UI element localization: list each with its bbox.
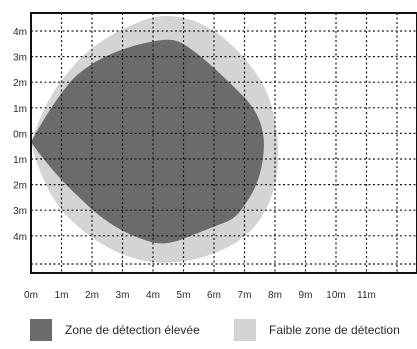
y-axis-label: 3m bbox=[13, 206, 27, 217]
y-axis-label: 2m bbox=[13, 181, 27, 192]
plot-frame bbox=[30, 12, 417, 274]
y-axis-label: 0m bbox=[13, 129, 27, 140]
x-axis-label: 5m bbox=[177, 290, 191, 301]
x-axis-label: 6m bbox=[207, 290, 221, 301]
x-axis-label: 11m bbox=[357, 290, 376, 301]
x-axis-label: 2m bbox=[85, 290, 99, 301]
x-axis-label: 7m bbox=[238, 290, 252, 301]
y-axis-label: 2m bbox=[13, 78, 27, 89]
y-axis-labels: 4m 3m 2m 1m 0m 1m 2m 3m 4m bbox=[13, 27, 27, 243]
x-axis-label: 8m bbox=[268, 290, 282, 301]
legend-swatch-high bbox=[30, 319, 52, 341]
x-axis-label: 1m bbox=[55, 290, 69, 301]
y-axis-label: 4m bbox=[13, 27, 27, 38]
legend-label-low: Faible zone de détection bbox=[269, 323, 400, 337]
legend-item-high: Zone de détection élevée bbox=[30, 319, 200, 341]
x-axis-label: 10m bbox=[326, 290, 345, 301]
y-axis-label: 3m bbox=[13, 53, 27, 64]
x-axis-label: 4m bbox=[146, 290, 160, 301]
x-axis-labels: 0m 1m 2m 3m 4m 5m 6m 7m 8m 9m 10m 11m bbox=[24, 290, 376, 301]
grid-lines bbox=[31, 13, 417, 273]
x-axis-label: 0m bbox=[24, 290, 38, 301]
legend-label-high: Zone de détection élevée bbox=[65, 323, 200, 337]
y-axis-label: 1m bbox=[13, 155, 27, 166]
legend-swatch-low bbox=[234, 319, 256, 341]
y-axis-label: 4m bbox=[13, 232, 27, 243]
legend-item-low: Faible zone de détection bbox=[234, 319, 400, 341]
y-axis-label: 1m bbox=[13, 104, 27, 115]
x-axis-label: 9m bbox=[299, 290, 313, 301]
high-detection-zone-shape bbox=[31, 39, 264, 244]
x-axis-label: 3m bbox=[116, 290, 130, 301]
